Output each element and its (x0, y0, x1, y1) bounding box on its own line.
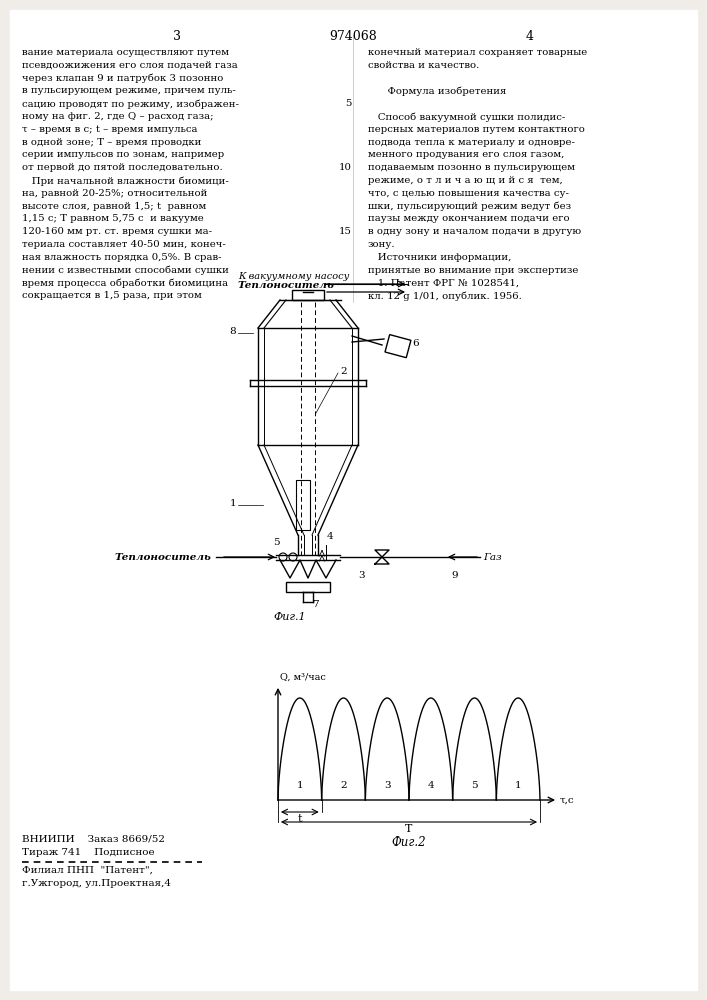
Text: сокращается в 1,5 раза, при этом: сокращается в 1,5 раза, при этом (22, 291, 201, 300)
Text: свойства и качество.: свойства и качество. (368, 61, 479, 70)
Text: τ – время в с; t – время импульса: τ – время в с; t – время импульса (22, 125, 197, 134)
Text: кл. 12 g 1/01, опублик. 1956.: кл. 12 g 1/01, опублик. 1956. (368, 291, 522, 301)
Text: 4: 4 (526, 30, 534, 43)
Text: 1. Патент ФРГ № 1028541,: 1. Патент ФРГ № 1028541, (368, 278, 519, 287)
Text: в одну зону и началом подачи в другую: в одну зону и началом подачи в другую (368, 227, 581, 236)
Text: 8: 8 (229, 326, 236, 336)
Text: зону.: зону. (368, 240, 396, 249)
Text: Тираж 741    Подписное: Тираж 741 Подписное (22, 848, 155, 857)
Text: 1: 1 (229, 498, 236, 508)
Text: персных материалов путем контактного: персных материалов путем контактного (368, 125, 585, 134)
Text: 1: 1 (296, 781, 303, 790)
Text: конечный материал сохраняет товарные: конечный материал сохраняет товарные (368, 48, 588, 57)
Text: Фиг.2: Фиг.2 (392, 836, 426, 849)
Text: высоте слоя, равной 1,5; t  равном: высоте слоя, равной 1,5; t равном (22, 202, 206, 211)
Bar (385, 335, 411, 358)
Bar (292, 290, 324, 300)
Text: териала составляет 40-50 мин, конеч-: териала составляет 40-50 мин, конеч- (22, 240, 226, 249)
Text: 2: 2 (340, 781, 347, 790)
Text: Способ вакуумной сушки полидис-: Способ вакуумной сушки полидис- (368, 112, 566, 121)
Text: При начальной влажности биомици-: При начальной влажности биомици- (22, 176, 229, 186)
Text: Формула изобретения: Формула изобретения (368, 86, 506, 96)
Text: Q, м³/час: Q, м³/час (280, 673, 326, 682)
Text: что, с целью повышения качества су-: что, с целью повышения качества су- (368, 189, 569, 198)
Text: Теплоноситель: Теплоноситель (114, 552, 211, 562)
Text: 3: 3 (358, 571, 366, 580)
Text: вание материала осуществляют путем: вание материала осуществляют путем (22, 48, 229, 57)
Text: К вакуумному насосу: К вакуумному насосу (238, 272, 349, 281)
Text: паузы между окончанием подачи его: паузы между окончанием подачи его (368, 214, 570, 223)
Text: сацию проводят по режиму, изображен-: сацию проводят по режиму, изображен- (22, 99, 239, 109)
Text: менного продувания его слоя газом,: менного продувания его слоя газом, (368, 150, 564, 159)
Text: серии импульсов по зонам, например: серии импульсов по зонам, например (22, 150, 224, 159)
Text: 10: 10 (339, 163, 352, 172)
Text: 974068: 974068 (329, 30, 377, 43)
Text: 1,15 с; T равном 5,75 с  и вакууме: 1,15 с; T равном 5,75 с и вакууме (22, 214, 204, 223)
Text: ная влажность порядка 0,5%. В срав-: ная влажность порядка 0,5%. В срав- (22, 253, 221, 262)
Text: в пульсирующем режиме, причем пуль-: в пульсирующем режиме, причем пуль- (22, 86, 235, 95)
Text: Филиал ПНП  "Патент",: Филиал ПНП "Патент", (22, 866, 153, 875)
Text: псевдоожижения его слоя подачей газа: псевдоожижения его слоя подачей газа (22, 61, 238, 70)
Text: T: T (405, 824, 413, 834)
Text: ному на фиг. 2, где Q – расход газа;: ному на фиг. 2, где Q – расход газа; (22, 112, 214, 121)
Text: на, равной 20-25%; относительной: на, равной 20-25%; относительной (22, 189, 207, 198)
Text: 5: 5 (273, 538, 279, 547)
Text: 2: 2 (340, 366, 346, 375)
Text: 4: 4 (327, 532, 333, 541)
Text: Источники информации,: Источники информации, (368, 253, 511, 262)
Text: от первой до пятой последовательно.: от первой до пятой последовательно. (22, 163, 223, 172)
Text: 5: 5 (346, 99, 352, 108)
Text: Фиг.1: Фиг.1 (274, 612, 306, 622)
Text: Газ: Газ (483, 552, 502, 562)
Text: ВНИИПИ    Заказ 8669/52: ВНИИПИ Заказ 8669/52 (22, 835, 165, 844)
Text: t: t (298, 814, 302, 824)
Text: 4: 4 (428, 781, 434, 790)
Text: подаваемым позонно в пульсирующем: подаваемым позонно в пульсирующем (368, 163, 575, 172)
Text: 3: 3 (384, 781, 390, 790)
Text: 5: 5 (471, 781, 478, 790)
Text: нении с известными способами сушки: нении с известными способами сушки (22, 266, 229, 275)
Bar (296, 480, 310, 530)
Text: подвода тепла к материалу и одновре-: подвода тепла к материалу и одновре- (368, 138, 575, 147)
Text: 6: 6 (412, 338, 419, 348)
Bar (286, 582, 330, 592)
Text: 15: 15 (339, 227, 352, 236)
Text: шки, пульсирующий режим ведут без: шки, пульсирующий режим ведут без (368, 202, 571, 211)
Text: τ,с: τ,с (560, 796, 575, 804)
Text: 3: 3 (173, 30, 181, 43)
Text: режиме, о т л и ч а ю щ и й с я  тем,: режиме, о т л и ч а ю щ и й с я тем, (368, 176, 563, 185)
Text: Теплоноситель: Теплоноситель (238, 281, 335, 290)
Text: 9: 9 (452, 571, 458, 580)
Text: через клапан 9 и патрубок 3 позонно: через клапан 9 и патрубок 3 позонно (22, 74, 223, 83)
Text: в одной зоне; T – время проводки: в одной зоне; T – время проводки (22, 138, 201, 147)
Text: 7: 7 (312, 600, 319, 609)
Text: 1: 1 (515, 781, 522, 790)
Text: принятые во внимание при экспертизе: принятые во внимание при экспертизе (368, 266, 578, 275)
Text: время процесса обработки биомицина: время процесса обработки биомицина (22, 278, 228, 288)
Text: 120-160 мм рт. ст. время сушки ма-: 120-160 мм рт. ст. время сушки ма- (22, 227, 212, 236)
Text: г.Ужгород, ул.Проектная,4: г.Ужгород, ул.Проектная,4 (22, 879, 171, 888)
